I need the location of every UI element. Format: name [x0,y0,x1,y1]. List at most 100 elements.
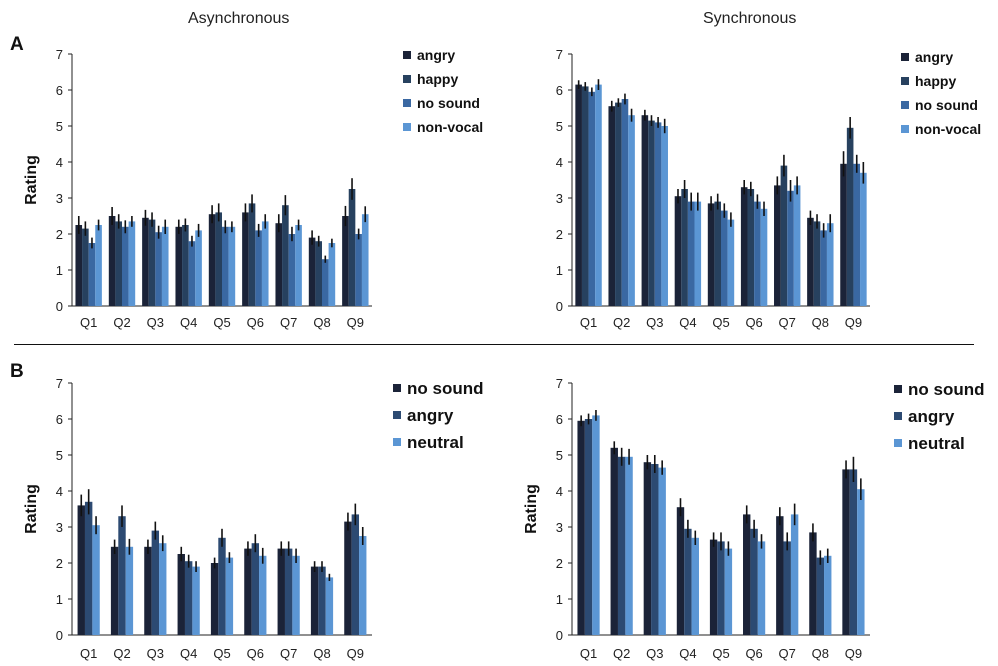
legend-swatch-a-sync [901,77,909,85]
legend-swatch-b-async [393,384,401,392]
bar-a-sync-non-vocal-q3 [661,126,668,306]
bar-b-sync-no-sound-q6 [743,514,751,635]
x-tick-label-a-sync: Q9 [845,315,862,330]
bar-a-async-non-vocal-q8 [328,243,336,306]
bar-a-sync-angry-q4 [674,196,682,306]
bar-b-sync-angry-q3 [651,464,659,635]
bar-a-async-happy-q6 [248,203,256,306]
panel-divider [14,344,974,345]
bar-a-async-no-sound-q7 [288,234,296,306]
y-axis-label-b-sync: Rating [523,484,540,534]
y-tick-label-a-sync: 4 [556,155,563,170]
x-tick-label-a-async: Q9 [347,315,364,330]
x-tick-label-a-async: Q8 [313,315,330,330]
x-tick-label-b-sync: Q8 [812,646,829,661]
x-tick-label-b-async: Q5 [213,646,230,661]
x-tick-label-b-sync: Q2 [613,646,630,661]
bar-b-async-neutral-q5 [225,557,234,635]
y-tick-label-b-sync: 1 [556,592,563,607]
bar-b-sync-no-sound-q3 [643,462,652,635]
x-tick-label-a-sync: Q4 [679,315,696,330]
bar-a-async-non-vocal-q1 [95,225,102,306]
bar-a-sync-angry-q9 [840,163,847,306]
y-tick-label-b-async: 2 [56,556,63,571]
legend-label-b-sync: neutral [908,434,965,453]
bar-a-sync-angry-q8 [807,217,814,306]
bar-b-sync-angry-q6 [750,528,758,635]
column-title-synchronous: Synchronous [703,10,797,27]
column-title-asynchronous: Asynchronous [188,10,290,27]
legend-label-a-async: happy [417,71,458,87]
x-tick-label-b-sync: Q4 [679,646,696,661]
bar-b-async-no-sound-q8 [310,566,319,635]
x-tick-label-b-async: Q9 [347,646,364,661]
y-tick-label-b-sync: 3 [556,520,563,535]
y-tick-label-a-sync: 3 [556,191,563,206]
bar-b-async-no-sound-q3 [144,546,152,635]
bar-a-sync-happy-q9 [846,127,854,306]
bar-a-sync-no-sound-q6 [754,201,761,306]
bar-a-async-no-sound-q3 [155,232,162,306]
bar-b-sync-angry-q5 [717,541,725,635]
y-tick-label-b-sync: 5 [556,448,563,463]
bar-a-sync-angry-q2 [608,106,616,306]
legend-swatch-a-sync [901,53,909,61]
x-tick-label-a-sync: Q2 [613,315,630,330]
bar-b-async-angry-q1 [84,501,93,635]
bar-a-async-happy-q4 [182,225,189,306]
y-tick-label-b-async: 3 [56,520,63,535]
bar-a-sync-non-vocal-q4 [694,201,702,306]
bar-a-async-no-sound-q9 [355,234,362,306]
bar-a-async-non-vocal-q7 [295,225,302,306]
y-tick-label-b-sync: 2 [556,556,563,571]
bar-a-async-no-sound-q4 [188,241,196,306]
bar-b-async-neutral-q6 [259,555,267,635]
y-tick-label-a-async: 0 [56,299,63,314]
bar-a-sync-happy-q1 [581,86,589,307]
bar-a-sync-non-vocal-q5 [727,219,735,306]
bar-b-sync-no-sound-q9 [842,469,850,635]
bar-b-sync-neutral-q3 [658,467,666,635]
bar-b-async-angry-q9 [351,514,360,635]
bar-b-sync-no-sound-q1 [577,420,585,635]
y-tick-label-a-sync: 2 [556,227,563,242]
bar-a-sync-non-vocal-q9 [860,172,867,306]
bar-b-sync-no-sound-q7 [776,516,784,635]
x-tick-label-b-async: Q3 [147,646,164,661]
x-tick-label-b-async: Q1 [80,646,97,661]
bar-b-sync-neutral-q2 [625,456,633,635]
bar-b-sync-angry-q2 [617,456,626,635]
bar-b-sync-no-sound-q2 [610,447,618,635]
bar-b-async-no-sound-q5 [210,563,219,635]
bar-b-async-angry-q8 [318,566,326,635]
bar-a-sync-angry-q6 [740,187,748,306]
panel-label-a: A [10,34,24,55]
y-tick-label-b-async: 7 [56,376,63,391]
x-tick-label-a-sync: Q5 [712,315,729,330]
y-tick-label-a-sync: 6 [556,83,563,98]
bar-b-async-angry-q2 [118,516,126,635]
legend-swatch-a-sync [901,101,909,109]
x-tick-label-a-async: Q1 [80,315,97,330]
legend-label-b-async: neutral [407,433,464,452]
legend-label-a-async: no sound [417,95,480,111]
x-tick-label-a-sync: Q8 [812,315,829,330]
x-tick-label-a-async: Q4 [180,315,197,330]
legend-swatch-a-async [403,123,411,131]
bar-b-sync-neutral-q7 [790,514,799,635]
bar-a-async-no-sound-q2 [122,226,129,306]
x-tick-label-a-async: Q7 [280,315,297,330]
bar-b-sync-neutral-q8 [824,555,832,635]
y-tick-label-b-async: 0 [56,628,63,643]
legend-swatch-b-sync [894,439,902,447]
y-tick-label-b-async: 5 [56,448,63,463]
bar-b-sync-neutral-q5 [724,548,733,635]
x-tick-label-b-async: Q6 [247,646,264,661]
bar-a-async-angry-q4 [175,226,183,306]
bar-b-sync-no-sound-q5 [709,539,718,635]
y-tick-label-a-sync: 0 [556,299,563,314]
x-tick-label-a-async: Q6 [247,315,264,330]
y-tick-label-a-sync: 1 [556,263,563,278]
bar-b-async-no-sound-q4 [177,554,185,635]
